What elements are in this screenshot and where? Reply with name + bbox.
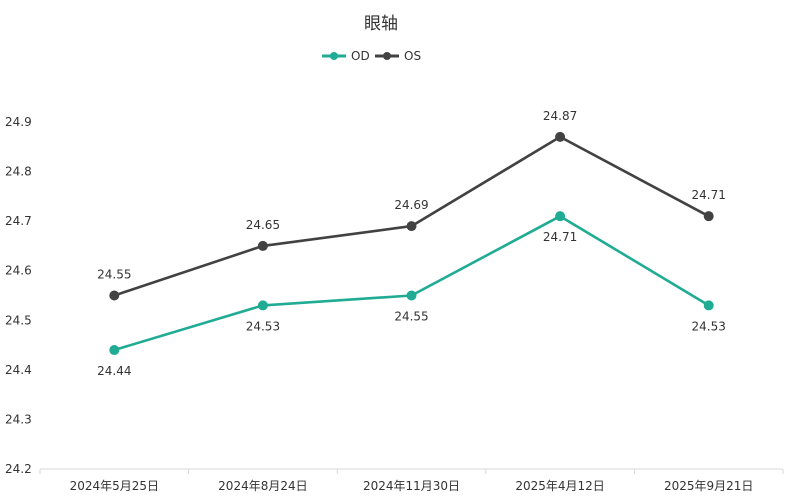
y-axis: 24.2 24.3 24.4 24.5 24.6 24.7 24.8 24.9 xyxy=(5,115,32,476)
legend: OD OS xyxy=(322,49,421,63)
data-labels: 24.44 24.53 24.55 24.71 24.53 24.55 24.65 24.69… xyxy=(97,109,726,378)
data-label-os: 24.71 xyxy=(692,188,726,202)
data-point-os[interactable] xyxy=(555,131,566,142)
data-label-od: 24.53 xyxy=(246,319,280,333)
x-tick-label: 2024年8月24日 xyxy=(218,479,307,493)
plot-series xyxy=(109,131,714,356)
series-line-os xyxy=(113,135,710,297)
y-tick-label: 24.7 xyxy=(5,214,32,228)
data-label-od: 24.55 xyxy=(394,310,428,324)
data-point-od[interactable] xyxy=(257,300,268,311)
y-tick-label: 24.2 xyxy=(5,462,32,476)
y-tick-label: 24.5 xyxy=(5,313,32,327)
data-label-os: 24.55 xyxy=(97,268,131,282)
series-line-od xyxy=(113,214,710,352)
legend-item-od[interactable]: OD xyxy=(322,49,370,63)
y-tick-label: 24.8 xyxy=(5,165,32,179)
x-tick-label: 2025年4月12日 xyxy=(515,479,604,493)
data-label-od: 24.44 xyxy=(97,364,131,378)
data-point-od[interactable] xyxy=(406,290,417,301)
data-label-od: 24.71 xyxy=(543,230,577,244)
y-tick-label: 24.9 xyxy=(5,115,32,129)
series-od xyxy=(109,211,714,356)
data-point-os[interactable] xyxy=(406,221,417,232)
series-os xyxy=(109,131,714,301)
y-tick-label: 24.4 xyxy=(5,363,32,377)
data-label-os: 24.69 xyxy=(394,198,428,212)
data-point-od[interactable] xyxy=(703,300,714,311)
x-tick-label: 2024年5月25日 xyxy=(70,479,159,493)
legend-label-os: OS xyxy=(404,49,421,63)
x-tick-label: 2024年11月30日 xyxy=(363,479,460,493)
y-tick-label: 24.3 xyxy=(5,412,32,426)
data-point-os[interactable] xyxy=(703,211,714,222)
data-point-od[interactable] xyxy=(109,345,120,356)
legend-label-od: OD xyxy=(351,49,370,63)
legend-swatch-od-marker xyxy=(330,52,338,60)
legend-item-os[interactable]: OS xyxy=(375,49,421,63)
data-point-os[interactable] xyxy=(109,290,120,301)
x-axis: 2024年5月25日 2024年8月24日 2024年11月30日 2025年4月12… xyxy=(39,468,784,493)
x-tick-label: 2025年9月21日 xyxy=(664,479,753,493)
data-label-os: 24.65 xyxy=(246,218,280,232)
legend-swatch-os-marker xyxy=(383,52,391,60)
data-label-os: 24.87 xyxy=(543,109,577,123)
data-label-od: 24.53 xyxy=(692,319,726,333)
y-tick-label: 24.6 xyxy=(5,264,32,278)
data-point-od[interactable] xyxy=(555,211,566,222)
data-point-os[interactable] xyxy=(257,240,268,251)
chart-title: 眼轴 xyxy=(364,14,398,34)
